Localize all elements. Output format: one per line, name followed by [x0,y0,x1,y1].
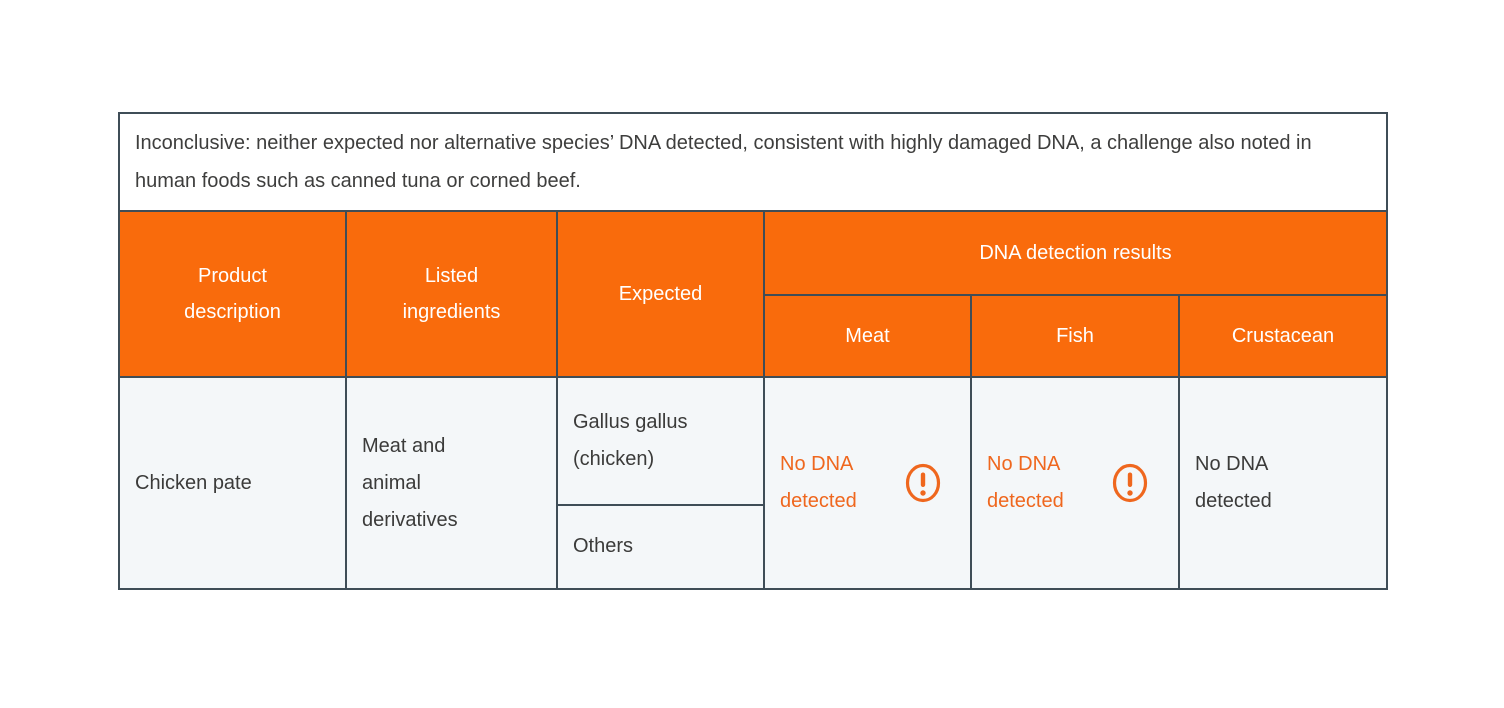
expected-secondary-subcell: Others [558,506,763,586]
exclamation-circle-icon [1112,463,1148,503]
column-header-crustacean-label: Crustacean [1231,325,1335,347]
column-header-meat: Meat [763,294,972,378]
column-group-dna-detection-results-label: DNA detection results [979,242,1172,264]
exclamation-circle-icon [905,463,941,503]
result-meat: No DNA detected [780,446,956,520]
cell-expected: Gallus gallus (chicken) Others [556,376,765,590]
expected-secondary-value: Others [573,534,634,557]
column-header-product-description: Product description [118,210,347,378]
column-header-product-description-label: Product description [184,265,281,323]
expected-primary-value: Gallus gallus (chicken) [573,411,688,470]
header-row-top: Product description Listed ingredients E… [118,210,1388,378]
result-meat-value: No DNA detected [780,453,857,512]
column-header-expected: Expected [556,210,765,378]
cell-product-description: Chicken pate [118,376,347,590]
column-header-listed-ingredients: Listed ingredients [345,210,558,378]
result-crustacean: No DNA detected [1195,446,1372,520]
cell-result-meat: No DNA detected [763,376,972,590]
note-row: Inconclusive: neither expected nor alter… [118,112,1388,212]
cell-result-crustacean: No DNA detected [1178,376,1388,590]
inconclusive-note: Inconclusive: neither expected nor alter… [118,112,1388,212]
listed-ingredients-value: Meat and animal derivatives [362,434,458,531]
dna-results-figure: Inconclusive: neither expected nor alter… [118,112,1388,590]
table-row: Chicken pate Meat and animal derivatives… [118,376,1388,590]
column-header-expected-label: Expected [618,283,703,305]
cell-result-fish: No DNA detected [970,376,1180,590]
column-header-crustacean: Crustacean [1178,294,1388,378]
column-header-fish-label: Fish [1056,325,1094,347]
expected-primary-subcell: Gallus gallus (chicken) [558,378,763,506]
column-header-listed-ingredients-label: Listed ingredients [402,265,501,323]
header-row-sub: Meat Fish Crustacean [119,294,1388,378]
column-header-fish: Fish [970,294,1180,378]
column-group-dna-detection-results: DNA detection results [763,210,1388,296]
result-fish-value: No DNA detected [987,453,1064,512]
result-fish: No DNA detected [987,446,1164,520]
result-crustacean-value: No DNA detected [1195,453,1272,512]
dna-detection-table: Inconclusive: neither expected nor alter… [118,112,1388,590]
cell-listed-ingredients: Meat and animal derivatives [345,376,558,590]
column-header-meat-label: Meat [845,325,890,347]
product-description-value: Chicken pate [135,471,252,494]
